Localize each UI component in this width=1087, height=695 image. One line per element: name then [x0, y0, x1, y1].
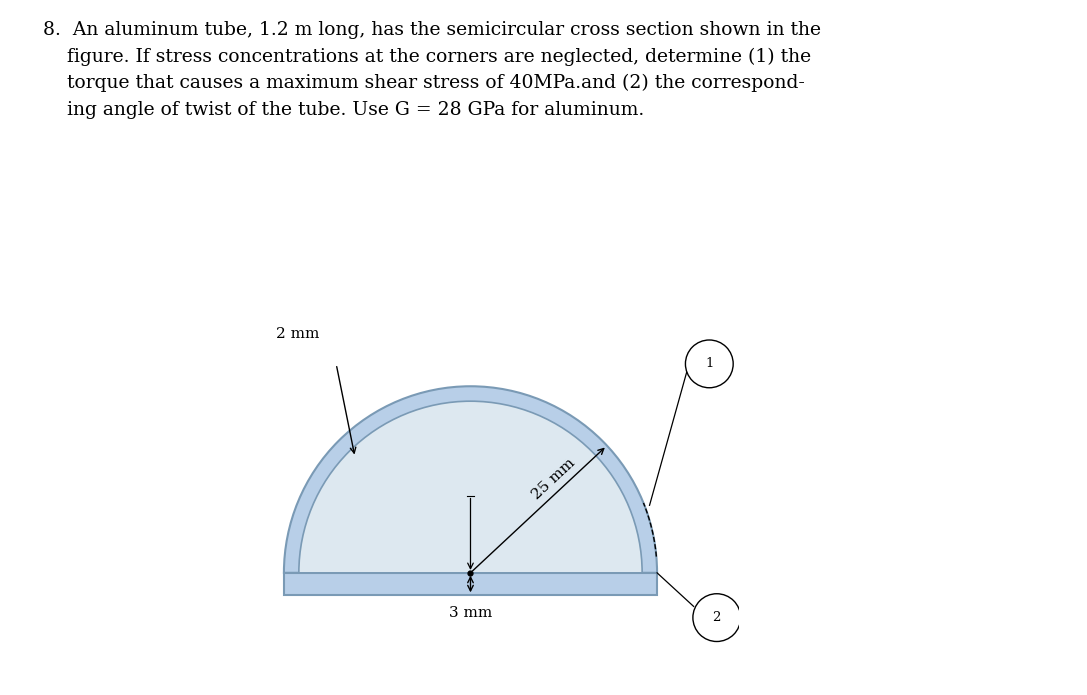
Wedge shape	[299, 401, 642, 573]
Wedge shape	[284, 386, 657, 573]
Circle shape	[686, 340, 734, 388]
Text: 1: 1	[705, 357, 713, 370]
Text: 2: 2	[713, 611, 721, 624]
Text: 8.  An aluminum tube, 1.2 m long, has the semicircular cross section shown in th: 8. An aluminum tube, 1.2 m long, has the…	[43, 21, 822, 119]
Text: 3 mm: 3 mm	[449, 607, 492, 621]
Circle shape	[692, 594, 740, 641]
Bar	[284, 573, 657, 595]
Text: 25 mm: 25 mm	[529, 455, 578, 502]
Text: 2 mm: 2 mm	[276, 327, 320, 341]
